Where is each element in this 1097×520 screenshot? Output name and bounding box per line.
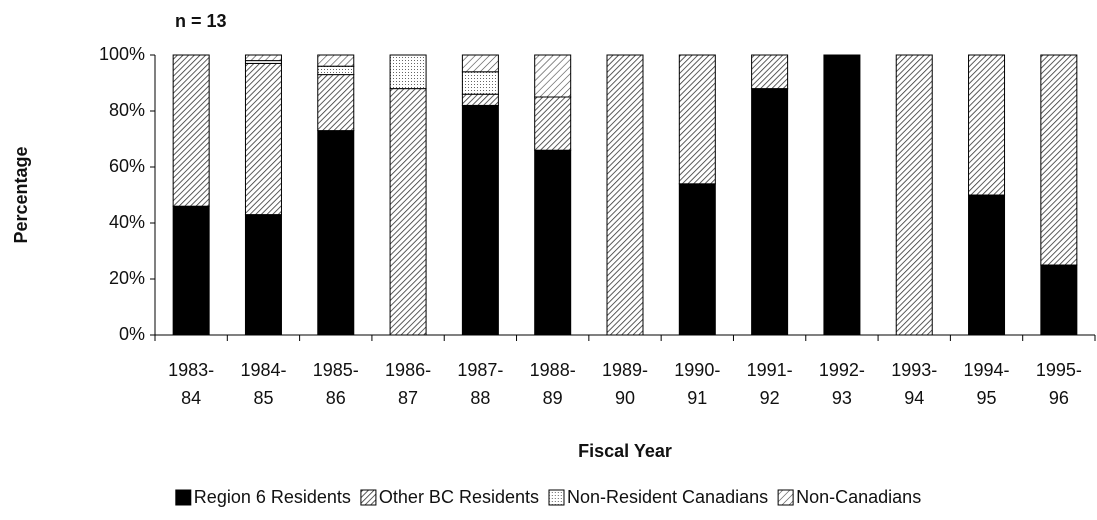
bar-segment [461, 71, 499, 95]
bar-segment [317, 130, 355, 336]
x-tick-label: 1990-91 [674, 360, 720, 408]
bar-segment [389, 88, 427, 336]
x-tick-label: 1992-93 [819, 360, 865, 408]
legend-label: Other BC Residents [379, 487, 539, 507]
y-axis-label: Percentage [11, 146, 31, 243]
bar-segment [244, 214, 282, 336]
bar-segment [678, 54, 716, 185]
legend: Region 6 Residents Other BC Residents Non-… [175, 487, 921, 507]
bar-segment [1040, 264, 1078, 336]
bar-segment [317, 74, 355, 132]
bar-segment [534, 96, 572, 151]
x-tick-label: 1994-95 [964, 360, 1010, 408]
bar-segment [968, 54, 1006, 196]
x-tick-label: 1988-89 [530, 360, 576, 408]
legend-swatch [360, 489, 377, 506]
bar-segment [968, 194, 1006, 336]
bar-segment [678, 183, 716, 336]
bar-segment [823, 54, 861, 336]
bar-segment [244, 54, 282, 62]
chart-title: n = 13 [175, 11, 227, 31]
y-tick-label: 100% [99, 44, 145, 64]
x-tick-label: 1984-85 [240, 360, 286, 408]
x-tick-label: 1987-88 [457, 360, 503, 408]
y-tick-label: 80% [109, 100, 145, 120]
bar-segment [606, 54, 644, 336]
legend-label: Non-Canadians [796, 487, 921, 507]
bar-segment [534, 149, 572, 336]
legend-label: Region 6 Residents [194, 487, 351, 507]
bar-segment [172, 54, 210, 207]
y-tick-label: 20% [109, 268, 145, 288]
legend-swatch [777, 489, 794, 506]
bar-segment [317, 54, 355, 67]
y-tick-label: 60% [109, 156, 145, 176]
y-tick-label: 0% [119, 324, 145, 344]
bar-segment [172, 205, 210, 336]
bar-segment [1040, 54, 1078, 266]
x-tick-label: 1985-86 [313, 360, 359, 408]
x-tick-label: 1995-96 [1036, 360, 1082, 408]
x-tick-label: 1993-94 [891, 360, 937, 408]
bar-segment [751, 54, 789, 90]
bar-segment [461, 104, 499, 336]
x-tick-label: 1989-90 [602, 360, 648, 408]
bar-segment [461, 93, 499, 106]
bar-segment [895, 54, 933, 336]
bar-segment [461, 54, 499, 73]
x-tick-label: 1983-84 [168, 360, 214, 408]
legend-label: Non-Resident Canadians [567, 487, 768, 507]
x-tick-label: 1991-92 [747, 360, 793, 408]
bar-segment [534, 54, 572, 98]
y-tick-label: 40% [109, 212, 145, 232]
legend-swatch [548, 489, 565, 506]
bar-segment [389, 54, 427, 90]
bar-segment [317, 65, 355, 76]
bar-segment [751, 88, 789, 336]
x-tick-label: 1986-87 [385, 360, 431, 408]
x-axis-label: Fiscal Year [578, 441, 672, 461]
legend-swatch [175, 489, 192, 506]
bar-segment [244, 62, 282, 216]
